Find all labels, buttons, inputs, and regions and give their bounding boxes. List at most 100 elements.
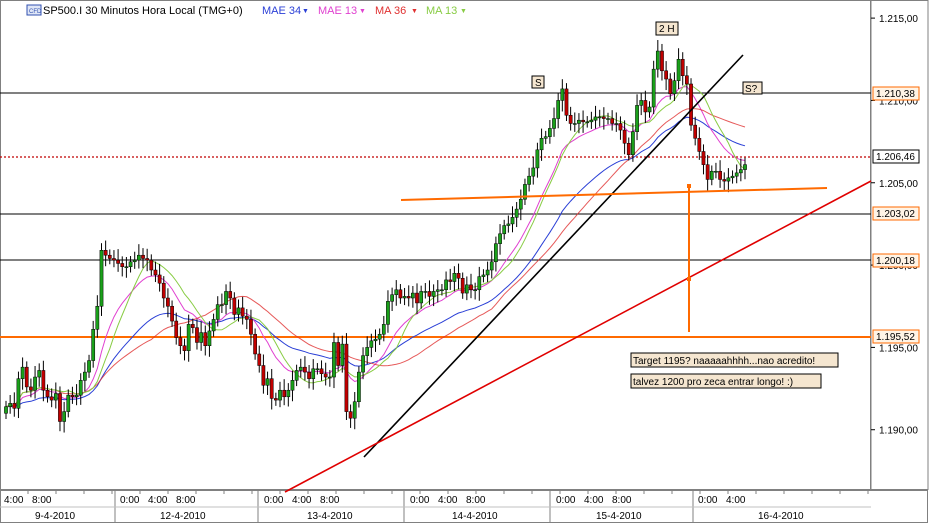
candle[interactable] [45, 384, 50, 403]
candle[interactable] [307, 365, 311, 389]
candle[interactable] [265, 371, 270, 395]
indicator-ma13-dropdown[interactable]: ▼ [460, 8, 467, 15]
candle[interactable] [709, 165, 714, 186]
candle[interactable] [730, 170, 735, 184]
candle[interactable] [269, 368, 274, 410]
candle[interactable] [601, 107, 606, 130]
candle[interactable] [460, 272, 465, 299]
candle[interactable] [224, 284, 228, 315]
candle[interactable] [539, 128, 544, 161]
candle[interactable] [157, 263, 162, 292]
candle[interactable] [689, 78, 693, 131]
candle[interactable] [514, 202, 519, 228]
candle[interactable] [120, 256, 125, 277]
candle[interactable] [95, 295, 100, 338]
indicator-ma13[interactable]: MA 13 [426, 5, 457, 17]
candle[interactable] [635, 94, 639, 141]
candle[interactable] [141, 248, 145, 269]
candle[interactable] [523, 178, 527, 205]
candle[interactable] [232, 292, 237, 321]
candle[interactable] [298, 358, 303, 378]
candle[interactable] [473, 282, 477, 300]
candle[interactable] [423, 283, 428, 299]
candle[interactable] [685, 66, 689, 96]
candle[interactable] [485, 261, 490, 283]
candle[interactable] [303, 356, 307, 381]
candle[interactable] [481, 269, 486, 283]
candle[interactable] [660, 43, 664, 81]
candle[interactable] [448, 268, 453, 290]
candle[interactable] [70, 386, 75, 404]
candle[interactable] [386, 290, 390, 333]
candle[interactable] [153, 261, 158, 283]
candle[interactable] [535, 142, 540, 178]
candle[interactable] [182, 338, 187, 361]
candle[interactable] [249, 309, 253, 346]
candle[interactable] [348, 404, 353, 428]
candle[interactable] [427, 280, 432, 305]
candle[interactable] [261, 354, 266, 394]
candle[interactable] [16, 371, 21, 419]
candle[interactable] [319, 360, 324, 381]
candle[interactable] [4, 400, 8, 420]
candle[interactable] [435, 280, 440, 303]
candle[interactable] [390, 287, 394, 312]
candle[interactable] [37, 363, 42, 387]
indicator-mae13[interactable]: MAE 13 [318, 5, 357, 17]
candle[interactable] [178, 326, 183, 355]
candle[interactable] [452, 266, 457, 292]
candle[interactable] [734, 164, 739, 184]
candle[interactable] [58, 386, 62, 432]
annotation-long-entry[interactable]: talvez 1200 pro zeca entrar longo! :) [630, 373, 822, 389]
candle[interactable] [286, 383, 291, 407]
candle[interactable] [518, 189, 523, 221]
candle[interactable] [340, 335, 345, 373]
candle[interactable] [456, 263, 461, 290]
candle[interactable] [489, 250, 494, 279]
candle[interactable] [161, 276, 166, 308]
candle[interactable] [74, 384, 79, 406]
candle[interactable] [381, 315, 386, 342]
candle[interactable] [568, 106, 573, 131]
candle[interactable] [373, 329, 378, 352]
candle[interactable] [195, 319, 199, 350]
candle[interactable] [352, 392, 357, 430]
candle[interactable] [344, 333, 349, 421]
candle[interactable] [680, 52, 685, 86]
candle[interactable] [91, 320, 96, 368]
candle[interactable] [20, 357, 25, 390]
candle[interactable] [116, 249, 120, 272]
candle[interactable] [581, 110, 585, 133]
candle[interactable] [552, 107, 556, 137]
candle[interactable] [676, 48, 681, 90]
candle[interactable] [357, 366, 361, 408]
candle[interactable] [693, 116, 698, 146]
candle[interactable] [170, 300, 174, 327]
candle[interactable] [327, 369, 332, 387]
candle[interactable] [203, 325, 208, 356]
candle[interactable] [597, 109, 602, 127]
candle[interactable] [83, 362, 87, 392]
candle[interactable] [220, 293, 224, 313]
candle[interactable] [87, 354, 91, 378]
candle[interactable] [419, 285, 424, 309]
candle[interactable] [294, 364, 299, 387]
candle[interactable] [647, 101, 652, 118]
candle[interactable] [62, 401, 66, 433]
candle[interactable] [655, 40, 660, 78]
candle[interactable] [12, 392, 17, 417]
candle[interactable] [444, 271, 448, 297]
candle[interactable] [290, 370, 295, 402]
candle[interactable] [66, 389, 71, 418]
candle[interactable] [282, 379, 287, 406]
candle[interactable] [498, 224, 502, 255]
candle[interactable] [29, 378, 33, 398]
candle[interactable] [572, 112, 577, 132]
candle[interactable] [323, 362, 328, 386]
candle[interactable] [278, 381, 282, 408]
candle[interactable] [585, 116, 590, 128]
candle[interactable] [369, 333, 374, 358]
candle[interactable] [556, 93, 561, 129]
candle[interactable] [726, 168, 731, 193]
candle[interactable] [236, 299, 241, 322]
